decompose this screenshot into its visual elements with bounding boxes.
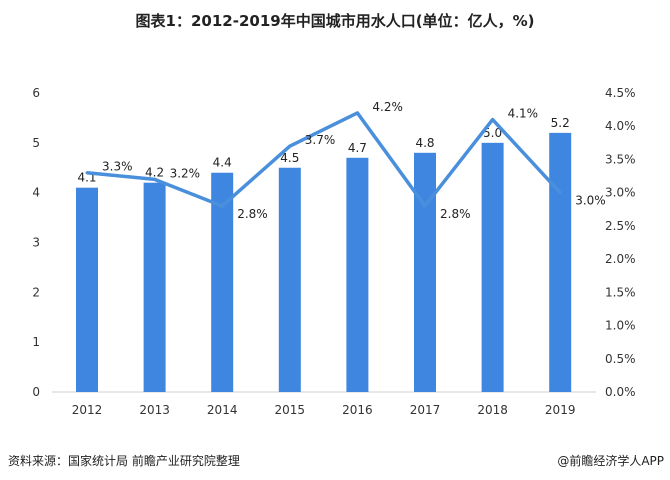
line-point — [558, 191, 562, 195]
credit: @前瞻经济学人APP — [557, 454, 664, 468]
right-tick-label: 4.5% — [605, 86, 636, 100]
left-tick-label: 5 — [32, 136, 40, 150]
line-point — [153, 177, 157, 181]
left-tick-label: 2 — [32, 285, 40, 299]
bar — [211, 172, 234, 392]
bar — [346, 157, 369, 392]
right-tick-label: 3.0% — [605, 186, 636, 200]
line-point — [423, 204, 427, 208]
bar-data-label: 4.2 — [145, 166, 164, 180]
bar — [76, 187, 98, 392]
line-data-label: 3.7% — [305, 133, 336, 147]
bar — [414, 152, 436, 392]
right-tick-label: 1.0% — [605, 319, 636, 333]
left-tick-label: 3 — [32, 236, 40, 250]
bar-data-label: 4.7 — [348, 141, 367, 155]
x-tick-label: 2012 — [72, 403, 103, 417]
source-note: 资料来源：国家统计局 前瞻产业研究院整理 — [8, 454, 240, 468]
bar — [549, 132, 572, 392]
bar-data-label: 4.5 — [280, 151, 299, 165]
x-tick-label: 2014 — [207, 403, 238, 417]
line-point — [491, 118, 495, 122]
line-point — [355, 111, 359, 115]
line-series — [86, 111, 562, 208]
line-data-label: 3.2% — [170, 166, 201, 180]
bar-data-label: 4.8 — [415, 136, 434, 150]
line-data-label: 4.2% — [372, 100, 403, 114]
right-tick-label: 0.5% — [605, 352, 636, 366]
x-tick-label: 2015 — [275, 403, 306, 417]
chart-title: 图表1：2012-2019年中国城市用水人口(单位：亿人，%) — [135, 12, 535, 30]
bar-data-label: 4.4 — [213, 156, 232, 170]
right-tick-label: 2.5% — [605, 219, 636, 233]
x-tick-label: 2013 — [139, 403, 170, 417]
x-tick-label: 2019 — [545, 403, 576, 417]
x-tick-label: 2018 — [477, 403, 508, 417]
left-tick-label: 6 — [32, 86, 40, 100]
line-data-label: 2.8% — [440, 207, 471, 221]
bar-data-label: 5.0 — [483, 126, 502, 140]
left-tick-label: 1 — [32, 335, 40, 349]
left-tick-label: 0 — [32, 385, 40, 399]
line-point — [220, 204, 224, 208]
bar-data-label: 5.2 — [551, 116, 570, 130]
right-tick-label: 1.5% — [605, 285, 636, 299]
line-data-label: 2.8% — [237, 207, 268, 221]
bar — [481, 142, 504, 392]
line-data-label: 3.3% — [102, 160, 133, 174]
x-tick-label: 2017 — [410, 403, 441, 417]
line-data-label: 3.0% — [575, 194, 606, 208]
bar — [278, 167, 301, 392]
right-tick-label: 3.5% — [605, 152, 636, 166]
line-point — [288, 144, 292, 148]
line-data-label: 4.1% — [508, 107, 538, 121]
bar — [143, 182, 166, 392]
left-tick-label: 4 — [32, 186, 40, 200]
x-tick-label: 2016 — [342, 403, 373, 417]
line-point — [85, 171, 89, 175]
right-tick-label: 0.0% — [605, 385, 636, 399]
right-tick-label: 2.0% — [605, 252, 636, 266]
right-tick-label: 4.0% — [605, 119, 636, 133]
